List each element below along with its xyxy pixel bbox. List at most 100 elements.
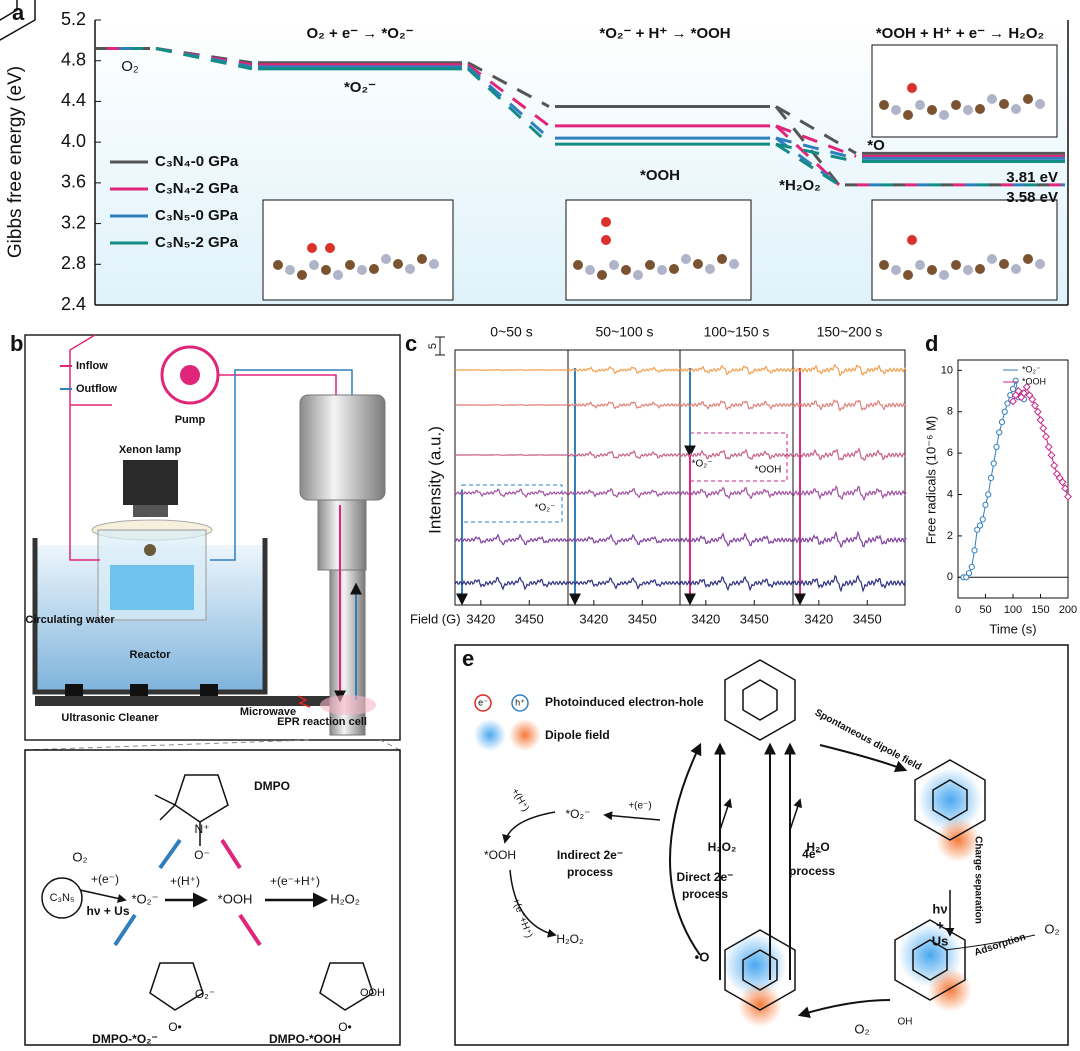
point (1061, 484, 1070, 493)
label: *OOH (755, 465, 782, 476)
point (1020, 389, 1028, 398)
connector (775, 142, 857, 163)
label: H₂O₂ (556, 932, 584, 946)
spectrum-trace (567, 366, 682, 375)
y-tick-label: 5.2 (61, 9, 86, 29)
point (1064, 492, 1072, 501)
step-title: *O₂⁻ + H⁺ → *OOH (599, 25, 730, 42)
connector (466, 67, 551, 146)
y-tick-label: 4.0 (61, 131, 86, 151)
atom (333, 270, 343, 280)
y-axis-label: Gibbs free energy (eV) (5, 66, 26, 258)
apparatus (35, 696, 357, 706)
point (974, 526, 981, 533)
label: Microwave (240, 706, 296, 718)
atom (907, 83, 917, 93)
x-tick-label: 100 (1004, 604, 1022, 616)
apparatus (69, 334, 112, 406)
label: O₂ (1044, 921, 1059, 936)
apparatus (123, 460, 178, 505)
atom (309, 260, 319, 270)
atom (1023, 254, 1033, 264)
spectrum-trace (567, 449, 682, 459)
label: O₂⁻ (195, 987, 215, 1001)
spectrum-trace (454, 576, 569, 591)
label: h⁺ (515, 697, 525, 707)
mechanism (509, 869, 557, 938)
mechanism (511, 694, 529, 712)
y-tick-label: 4.8 (61, 49, 86, 69)
atom (645, 260, 655, 270)
label: O₂ (72, 849, 87, 864)
mechanism (474, 694, 492, 712)
atom (1011, 104, 1021, 114)
apparatus (379, 739, 401, 751)
label: OOH (360, 987, 385, 999)
label: DMPO (254, 779, 290, 793)
window-label: 150~200 s (817, 324, 883, 340)
apparatus (317, 499, 367, 571)
window-label: 50~100 s (596, 324, 654, 340)
label: *O₂⁻ (566, 807, 591, 821)
atom (879, 260, 889, 270)
apparatus (65, 684, 83, 696)
y-axis-label: Intensity (a.u.) (425, 426, 444, 534)
point (1036, 416, 1045, 424)
spectrum-trace (679, 575, 794, 592)
atom (1035, 99, 1045, 109)
structure-insets (871, 199, 1058, 301)
atom (939, 270, 949, 280)
dmpo-scheme (238, 913, 262, 947)
mechanism (918, 768, 982, 832)
spectrum-trace (454, 454, 568, 456)
point (976, 522, 984, 529)
spectrum-trace (792, 574, 907, 593)
point (993, 443, 1000, 451)
y-tick-label: 0 (947, 571, 953, 583)
label: 4e⁻ (802, 847, 822, 861)
apparatus (32, 538, 268, 695)
label: OH (898, 1017, 913, 1028)
point (968, 563, 975, 571)
point (1033, 407, 1042, 416)
spectrum-trace (679, 400, 794, 411)
x-tick-label: 150 (1031, 604, 1049, 616)
y-tick-label: 2.4 (61, 294, 86, 314)
spectrum-trace (679, 532, 794, 547)
panel-label: c (405, 331, 417, 356)
atom (357, 265, 367, 275)
x-tick-label: 3420 (466, 611, 495, 626)
spectrum-trace (679, 364, 794, 376)
panel-label: a (12, 0, 25, 25)
atom (1011, 264, 1021, 274)
label: +(e⁻+H⁺) (270, 874, 320, 888)
state-label: *O (867, 137, 885, 154)
structure-insets (871, 44, 1058, 138)
atom (273, 260, 283, 270)
point (1050, 461, 1059, 470)
apparatus (24, 334, 401, 751)
label: Indirect 2e⁻ (557, 848, 623, 862)
mechanism (789, 798, 802, 831)
spectrum-trace (792, 447, 907, 461)
x-tick-label: 3420 (579, 611, 608, 626)
spectrum-trace (792, 363, 907, 377)
apparatus (200, 684, 218, 696)
legend-label: *O₂⁻ (1022, 364, 1041, 374)
point (1028, 395, 1037, 404)
label: Photoinduced electron-hole (545, 695, 704, 709)
label: *O₂⁻ (131, 891, 158, 906)
label: O₂ (854, 1021, 869, 1036)
point (1044, 442, 1053, 451)
state-label: O₂ (121, 58, 139, 75)
atom (681, 254, 691, 264)
label: *OOH (484, 848, 516, 862)
mechanism (797, 999, 891, 1018)
apparatus (133, 505, 168, 517)
mechanism (819, 744, 908, 773)
atom (573, 260, 583, 270)
atom (585, 265, 595, 275)
y-tick-label: 10 (941, 364, 953, 376)
spectrum-trace (792, 485, 907, 502)
